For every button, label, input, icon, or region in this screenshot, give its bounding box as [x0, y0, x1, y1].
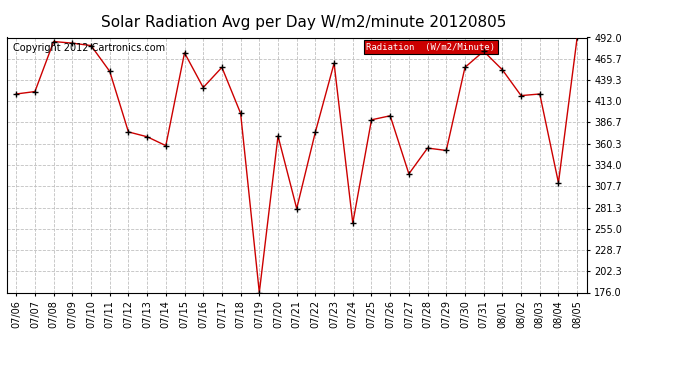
Text: Copyright 2012 Cartronics.com: Copyright 2012 Cartronics.com	[12, 43, 165, 52]
Text: Solar Radiation Avg per Day W/m2/minute 20120805: Solar Radiation Avg per Day W/m2/minute …	[101, 15, 506, 30]
Text: Radiation  (W/m2/Minute): Radiation (W/m2/Minute)	[366, 43, 495, 52]
